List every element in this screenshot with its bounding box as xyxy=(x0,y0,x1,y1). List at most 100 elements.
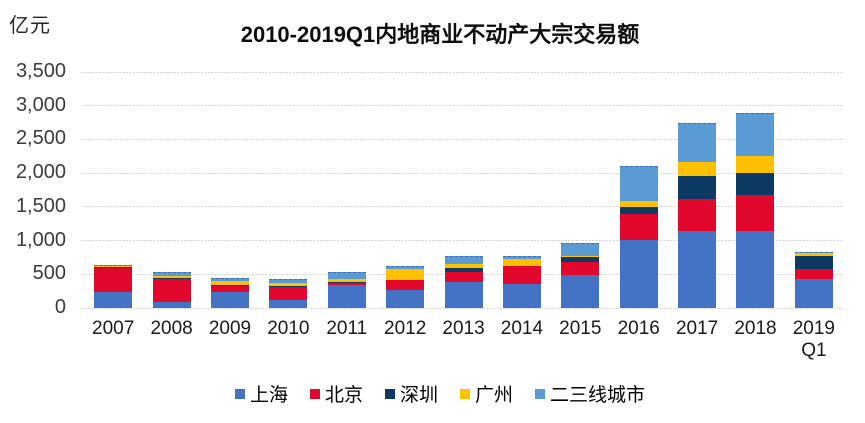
stacked-bar-2011 xyxy=(327,271,366,308)
bar-slot-2011 xyxy=(318,72,376,308)
segment-北京-2014 xyxy=(502,266,541,285)
segment-广州-2007 xyxy=(94,265,133,268)
segment-北京-2009 xyxy=(210,285,249,292)
stacked-bar-2016 xyxy=(619,166,658,308)
segment-北京-2016 xyxy=(619,213,658,240)
stacked-bar-2017 xyxy=(678,122,717,308)
bar-slot-2008 xyxy=(142,72,200,308)
legend-label: 上海 xyxy=(249,385,288,406)
segment-北京-2012 xyxy=(386,280,425,291)
legend-label: 广州 xyxy=(475,385,514,406)
segment-广州-2016 xyxy=(619,201,658,207)
segment-上海-2009 xyxy=(210,291,249,308)
segment-深圳-2017 xyxy=(678,175,717,199)
legend-swatch-icon xyxy=(309,388,320,399)
bar-slot-2007 xyxy=(84,72,142,308)
bar-slot-2016 xyxy=(610,72,668,308)
segment-北京-2010 xyxy=(269,286,308,301)
segment-广州-2010 xyxy=(269,282,308,287)
segment-北京-2019-Q1 xyxy=(794,268,833,280)
stacked-bar-2018 xyxy=(736,113,775,308)
gridline-0 xyxy=(82,307,844,309)
x-tick-label-2009: 2009 xyxy=(208,318,252,339)
x-tick-label-2013: 2013 xyxy=(442,318,485,339)
x-axis-tick-labels: 2007 2008 2009 2010 2011 2012 2013 2014 2015 2016… xyxy=(84,318,843,362)
segment-二三线城市-2019-Q1 xyxy=(794,252,833,254)
segment-上海-2015 xyxy=(561,274,600,308)
segment-北京-2013 xyxy=(444,272,483,282)
segment-深圳-2018 xyxy=(736,172,775,196)
segment-二三线城市-2012 xyxy=(386,265,425,269)
x-tick-label-2018: 2018 xyxy=(734,318,777,339)
legend-swatch-icon xyxy=(535,388,546,399)
segment-上海-2014 xyxy=(502,284,541,308)
segment-深圳-2015 xyxy=(561,256,600,263)
bar-slot-2019-Q1 xyxy=(785,72,843,308)
segment-北京-2007 xyxy=(94,267,133,292)
y-axis-unit-label: 亿元 xyxy=(9,15,51,37)
segment-广州-2018 xyxy=(736,155,775,173)
segment-二三线城市-2009 xyxy=(210,277,249,282)
segment-二三线城市-2011 xyxy=(327,271,366,279)
bar-slot-2009 xyxy=(201,72,259,308)
x-tick-label-2010: 2010 xyxy=(267,318,310,339)
segment-深圳-2008 xyxy=(152,278,191,280)
gridline-1000 xyxy=(82,240,844,242)
segment-二三线城市-2015 xyxy=(561,243,600,257)
y-tick-label: 500 xyxy=(32,262,66,285)
segment-广州-2011 xyxy=(327,278,366,282)
segment-深圳-2013 xyxy=(444,268,483,273)
segment-二三线城市-2007 xyxy=(94,264,133,266)
y-tick-label: 2,500 xyxy=(15,127,66,150)
segment-二三线城市-2008 xyxy=(152,272,191,277)
segment-上海-2016 xyxy=(619,239,658,308)
segment-二三线城市-2017 xyxy=(678,122,717,162)
segment-北京-2018 xyxy=(736,195,775,232)
stacked-bar-2015 xyxy=(561,243,600,308)
y-tick-label: 1,000 xyxy=(15,228,66,251)
bar-slot-2013 xyxy=(434,72,492,308)
segment-广州-2019-Q1 xyxy=(794,253,833,256)
legend-swatch-icon xyxy=(384,388,395,399)
x-tick-label-2014: 2014 xyxy=(500,318,544,339)
segment-深圳-2016 xyxy=(619,206,658,214)
legend-label: 北京 xyxy=(324,385,363,406)
gridline-3000 xyxy=(82,105,844,107)
segment-北京-2015 xyxy=(561,262,600,275)
segment-广州-2014 xyxy=(502,259,541,266)
stacked-bar-2012 xyxy=(386,265,425,308)
legend-label: 深圳 xyxy=(399,385,438,406)
segment-北京-2011 xyxy=(327,282,366,285)
legend-swatch-icon xyxy=(234,388,245,399)
gridline-2000 xyxy=(82,172,844,174)
segment-广州-2009 xyxy=(210,281,249,286)
x-tick-label-2017: 2017 xyxy=(675,318,719,339)
segment-深圳-2019-Q1 xyxy=(794,255,833,269)
x-tick-label-2019-Q1: 2019 Q1 xyxy=(792,318,836,361)
segment-上海-2010 xyxy=(269,300,308,308)
segment-上海-2011 xyxy=(327,284,366,308)
bar-slot-2012 xyxy=(376,72,434,308)
segment-二三线城市-2013 xyxy=(444,256,483,264)
y-tick-label: 2,000 xyxy=(15,161,66,184)
stacked-bar-2008 xyxy=(152,272,191,308)
segment-上海-2019-Q1 xyxy=(794,279,833,308)
bars-area xyxy=(84,72,843,308)
segment-上海-2012 xyxy=(386,290,425,308)
legend-item-广州: 广州 xyxy=(460,380,513,407)
segment-深圳-2011 xyxy=(327,281,366,283)
segment-二三线城市-2010 xyxy=(269,279,308,283)
segment-上海-2007 xyxy=(94,291,133,308)
segment-二三线城市-2018 xyxy=(736,113,775,156)
segment-二三线城市-2014 xyxy=(502,255,541,260)
y-tick-label: 3,500 xyxy=(15,60,66,82)
x-tick-label-2007: 2007 xyxy=(92,318,135,339)
legend-item-深圳: 深圳 xyxy=(384,380,438,407)
stacked-bar-2010 xyxy=(269,279,308,308)
gridline-2500 xyxy=(82,138,844,140)
stacked-bar-2014 xyxy=(502,255,541,308)
y-tick-label: 3,000 xyxy=(15,93,66,116)
legend: 上海 北京 深圳 广州 二三线城市 xyxy=(0,380,865,407)
chart-title: 2010-2019Q1内地商业不动产大宗交易额 xyxy=(240,22,640,47)
